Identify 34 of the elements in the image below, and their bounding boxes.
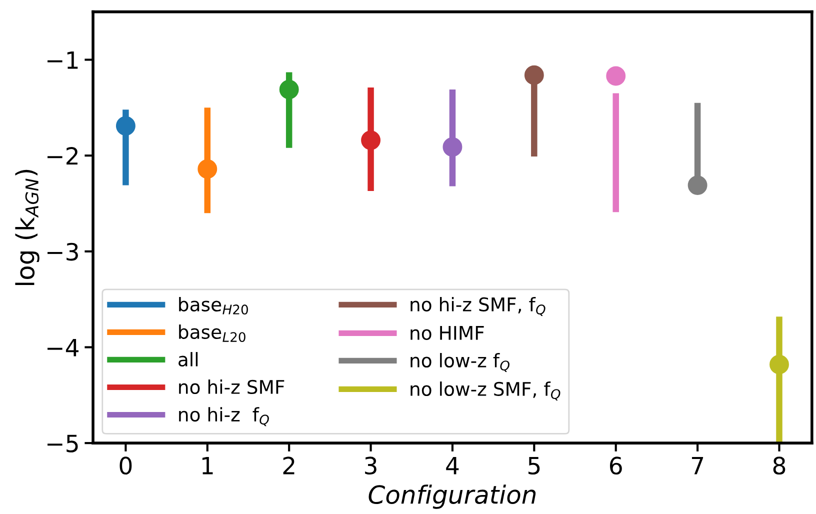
point — [361, 130, 380, 150]
x-axis-title: Configuration — [368, 484, 536, 509]
x-tick-label: 1 — [202, 456, 213, 474]
y-tick-label: −5 — [48, 434, 78, 452]
x-tick-label: 4 — [446, 456, 459, 474]
x-tick-label: 7 — [692, 456, 704, 474]
legend-label: no low-z SMF, f$_{Q}$ — [410, 382, 560, 401]
x-tick-label: 2 — [283, 456, 294, 474]
legend-label: no hi-z SMF, f$_{Q}$ — [410, 296, 546, 316]
legend-label: no hi-z SMF — [179, 380, 284, 394]
point — [524, 65, 544, 85]
legend-label: no HIMF — [410, 326, 484, 340]
point — [279, 80, 299, 100]
point — [770, 354, 789, 374]
point — [442, 137, 462, 157]
legend-label: no hi-z f$_{Q}$ — [179, 407, 269, 426]
point — [688, 176, 708, 195]
point — [116, 116, 136, 136]
legend-label: no low-z f$_{Q}$ — [410, 353, 510, 372]
y-tick-label: −1 — [48, 51, 78, 69]
y-axis-title: log (k$_{AGN}$) — [15, 170, 40, 285]
legend-label: base$_{L20}$ — [179, 324, 246, 342]
x-tick-label: 8 — [773, 456, 786, 475]
y-tick-label: −2 — [48, 147, 78, 165]
x-tick-label: 3 — [365, 456, 376, 475]
point — [606, 66, 626, 86]
y-tick-label: −4 — [48, 338, 79, 356]
point — [198, 159, 218, 179]
y-tick-label: −3 — [48, 242, 78, 261]
legend-label: base$_{H20}$ — [179, 296, 248, 314]
x-tick-label: 5 — [528, 456, 540, 475]
x-tick-label: 0 — [120, 456, 132, 475]
legend-label: all — [178, 352, 198, 367]
x-tick-label: 6 — [610, 456, 622, 475]
